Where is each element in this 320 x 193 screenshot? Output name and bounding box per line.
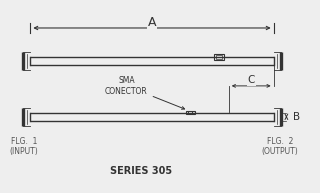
- FancyBboxPatch shape: [186, 111, 195, 114]
- Text: SMA
CONECTOR: SMA CONECTOR: [105, 76, 185, 109]
- Text: SERIES 305: SERIES 305: [110, 166, 172, 176]
- Text: FLG.  2
(OUTPUT): FLG. 2 (OUTPUT): [262, 137, 298, 156]
- FancyBboxPatch shape: [214, 54, 224, 60]
- Text: FLG.  1
(INPUT): FLG. 1 (INPUT): [10, 137, 38, 156]
- Text: A: A: [148, 16, 156, 29]
- Text: B: B: [293, 112, 300, 122]
- FancyBboxPatch shape: [216, 55, 222, 59]
- Text: C: C: [247, 75, 255, 85]
